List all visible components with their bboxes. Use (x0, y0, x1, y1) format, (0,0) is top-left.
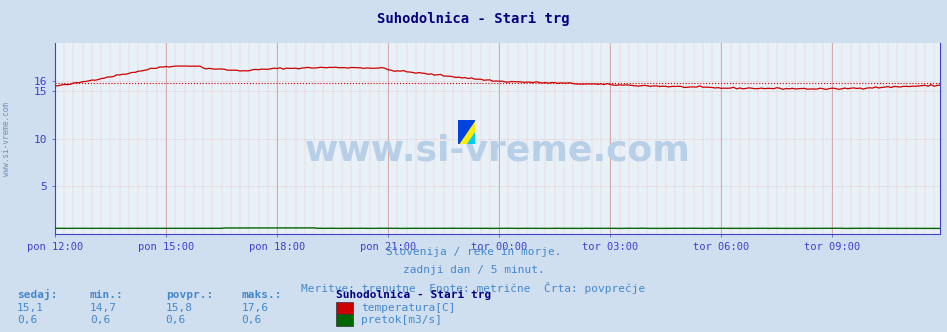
Text: 14,7: 14,7 (90, 303, 117, 313)
Text: 0,6: 0,6 (90, 315, 110, 325)
Polygon shape (467, 132, 475, 144)
Text: www.si-vreme.com: www.si-vreme.com (305, 133, 690, 167)
Text: Suhodolnica - Stari trg: Suhodolnica - Stari trg (377, 12, 570, 26)
Text: www.si-vreme.com: www.si-vreme.com (2, 103, 11, 176)
Text: 15,8: 15,8 (166, 303, 193, 313)
Text: Suhodolnica - Stari trg: Suhodolnica - Stari trg (336, 290, 491, 300)
Text: 15,1: 15,1 (17, 303, 45, 313)
Text: 0,6: 0,6 (17, 315, 37, 325)
Text: 0,6: 0,6 (241, 315, 261, 325)
Text: min.:: min.: (90, 290, 124, 300)
Text: Slovenija / reke in morje.: Slovenija / reke in morje. (385, 247, 562, 257)
Text: Meritve: trenutne  Enote: metrične  Črta: povprečje: Meritve: trenutne Enote: metrične Črta: … (301, 282, 646, 294)
Text: 17,6: 17,6 (241, 303, 269, 313)
Text: maks.:: maks.: (241, 290, 282, 300)
Text: temperatura[C]: temperatura[C] (361, 303, 456, 313)
Text: povpr.:: povpr.: (166, 290, 213, 300)
Text: 0,6: 0,6 (166, 315, 186, 325)
Text: pretok[m3/s]: pretok[m3/s] (361, 315, 442, 325)
Polygon shape (458, 120, 475, 144)
Text: zadnji dan / 5 minut.: zadnji dan / 5 minut. (402, 265, 545, 275)
Text: sedaj:: sedaj: (17, 290, 58, 300)
Polygon shape (458, 120, 475, 144)
